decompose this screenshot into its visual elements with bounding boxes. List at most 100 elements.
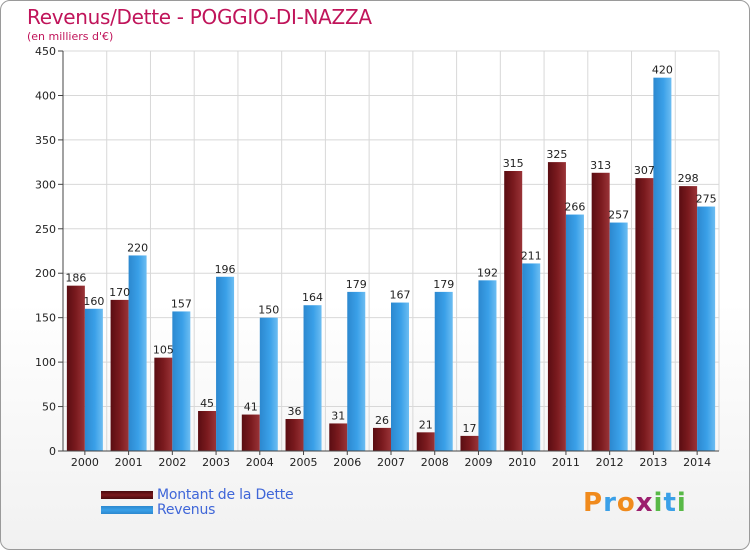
bar-dette [635, 178, 654, 451]
bar-dette [110, 299, 129, 451]
bar-revenus [522, 263, 541, 451]
data-label-revenus: 164 [302, 291, 323, 304]
bar-revenus [653, 77, 672, 452]
y-tick-label: 200 [35, 267, 56, 280]
logo-letter: i [676, 488, 687, 518]
x-tick-label: 2007 [377, 456, 405, 469]
x-tick-label: 2010 [508, 456, 536, 469]
bar-revenus [434, 291, 453, 451]
logo-letter: i [653, 488, 664, 518]
bar-dette [460, 435, 479, 451]
bar-dette [154, 357, 173, 451]
legend-label-revenus: Revenus [157, 501, 216, 518]
bar-revenus [303, 305, 322, 451]
data-label-dette: 186 [65, 272, 86, 285]
data-label-revenus: 179 [433, 278, 454, 291]
x-tick-label: 2008 [421, 456, 449, 469]
data-label-revenus: 160 [83, 295, 104, 308]
logo-letter: P [583, 488, 604, 518]
bar-revenus [609, 222, 628, 451]
y-tick-label: 50 [42, 401, 56, 414]
legend-swatch-dette [101, 490, 153, 499]
data-label-revenus: 196 [215, 263, 236, 276]
logo-letter: t [663, 488, 677, 518]
data-label-dette: 31 [331, 409, 345, 422]
bar-revenus [84, 308, 103, 451]
y-tick-label: 300 [35, 178, 56, 191]
data-label-revenus: 275 [696, 193, 717, 206]
data-label-dette: 170 [109, 286, 130, 299]
x-tick-label: 2011 [552, 456, 580, 469]
data-label-revenus: 157 [171, 297, 192, 310]
y-tick-label: 350 [35, 134, 56, 147]
bar-revenus [391, 302, 409, 451]
bar-revenus [259, 317, 278, 451]
y-tick-label: 0 [49, 445, 56, 458]
data-label-revenus: 179 [346, 278, 367, 291]
x-tick-label: 2003 [202, 456, 230, 469]
x-tick-label: 2005 [290, 456, 318, 469]
bar-revenus [172, 311, 191, 451]
bar-dette [329, 423, 348, 451]
bar-dette [591, 172, 610, 451]
data-label-revenus: 266 [564, 201, 585, 214]
legend-item-dette: Montant de la Dette [101, 486, 294, 503]
x-tick-label: 2013 [639, 456, 667, 469]
bar-revenus [565, 214, 584, 451]
data-label-dette: 315 [503, 157, 524, 170]
data-label-dette: 21 [419, 418, 433, 431]
x-tick-label: 2002 [158, 456, 186, 469]
logo-letter: x [635, 488, 654, 518]
bar-dette [285, 419, 304, 451]
bar-dette [547, 162, 566, 451]
y-tick-label: 150 [35, 312, 56, 325]
logo-letter: o [616, 488, 636, 518]
y-tick-label: 250 [35, 223, 56, 236]
bar-dette [66, 285, 85, 451]
bar-dette [241, 414, 260, 451]
data-label-dette: 298 [678, 172, 699, 185]
bar-revenus [478, 280, 497, 451]
bar-dette [198, 411, 217, 451]
logo-letter: r [603, 488, 617, 518]
data-label-dette: 41 [244, 401, 258, 414]
bar-revenus [347, 291, 366, 451]
bar-dette [679, 186, 698, 451]
legend-label-dette: Montant de la Dette [157, 486, 294, 503]
x-tick-label: 2004 [246, 456, 274, 469]
data-label-dette: 307 [634, 164, 655, 177]
proxiti-logo: Proxiti [583, 488, 687, 518]
legend: Montant de la Dette Revenus [101, 486, 294, 518]
y-tick-label: 400 [35, 89, 56, 102]
chart-title: Revenus/Dette - POGGIO-DI-NAZZA [27, 5, 372, 29]
data-label-dette: 325 [546, 148, 567, 161]
data-label-revenus: 192 [477, 266, 498, 279]
x-tick-label: 2012 [596, 456, 624, 469]
data-label-revenus: 257 [608, 209, 629, 222]
data-label-dette: 26 [375, 414, 389, 427]
x-tick-label: 2006 [333, 456, 361, 469]
data-labels: 186 160 170 220 105 157 45 196 41 150 36 164 31 179 26… [65, 64, 716, 435]
chart-subtitle: (en milliers d'€) [27, 30, 114, 43]
bar-revenus [697, 206, 716, 451]
legend-item-revenus: Revenus [101, 501, 293, 518]
legend-swatch-revenus [101, 505, 153, 514]
data-label-dette: 17 [462, 422, 476, 435]
x-tick-label: 2000 [71, 456, 99, 469]
axes: 0 50 100 150 200 250 300 350 400 450 2000 2001 2002 2… [35, 45, 719, 469]
data-label-revenus: 211 [521, 249, 542, 262]
x-tick-label: 2001 [115, 456, 143, 469]
bar-revenus [216, 276, 235, 451]
data-label-revenus: 420 [652, 64, 673, 77]
data-label-revenus: 220 [127, 241, 148, 254]
data-label-revenus: 150 [258, 304, 279, 317]
data-label-dette: 313 [590, 159, 611, 172]
y-tick-label: 100 [35, 356, 56, 369]
x-tick-label: 2014 [683, 456, 711, 469]
bar-revenus [128, 255, 147, 451]
bar-dette [504, 171, 523, 451]
bar-dette [373, 427, 391, 451]
y-tick-label: 450 [35, 45, 56, 58]
